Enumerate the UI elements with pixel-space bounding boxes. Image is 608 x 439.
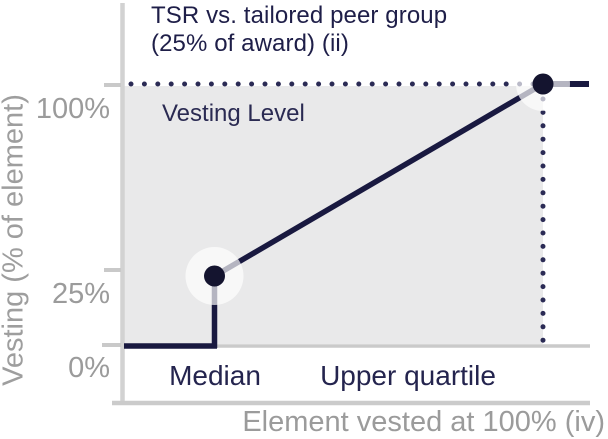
y-tick-label-100: 100% [35, 93, 110, 125]
x-tick-label-median: Median [169, 360, 261, 391]
x-tick-label-upper-quartile: Upper quartile [320, 360, 496, 391]
vesting-line-diagonal-segment [213, 81, 545, 279]
median-25-percent-marker [204, 265, 225, 287]
chart-title: TSR vs. tailored peer group (25% of awar… [151, 2, 448, 57]
vesting-level-annotation: Vesting Level [162, 100, 305, 127]
shaded-vesting-region [124, 86, 543, 344]
x-axis-label: Element vested at 100% (iv) [242, 406, 605, 438]
y-axis-label: Vesting (% of element) [0, 94, 30, 386]
upper-quartile-100-percent-marker [532, 73, 554, 95]
y-tick-label-25: 25% [51, 278, 110, 310]
y-tick-label-0: 0% [68, 352, 110, 384]
